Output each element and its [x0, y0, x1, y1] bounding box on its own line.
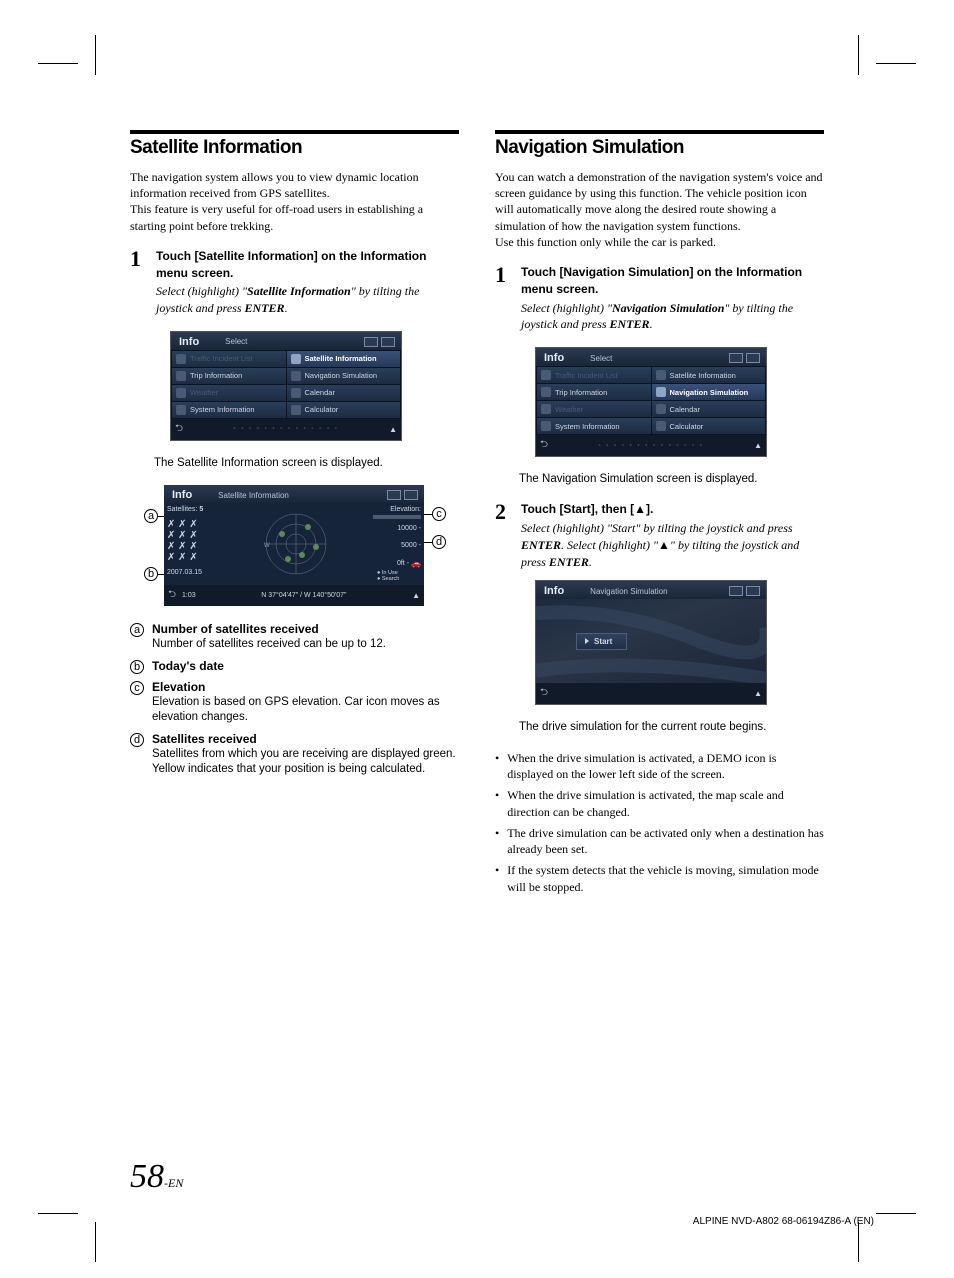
- svg-text:W: W: [264, 543, 270, 549]
- menu-item: Traffic Incident List: [172, 351, 286, 367]
- bullet-item: The drive simulation can be activated on…: [495, 825, 824, 859]
- intro-text: The navigation system allows you to view…: [130, 169, 459, 234]
- step-instruction: Select (highlight) "Satellite Informatio…: [156, 283, 459, 317]
- section-rule: [495, 130, 824, 134]
- left-column: Satellite Information The navigation sys…: [130, 130, 459, 900]
- menu-item: Satellite Information: [287, 351, 401, 367]
- step-1: 1 Touch [Navigation Simulation] on the I…: [495, 264, 824, 333]
- start-button: Start: [576, 633, 627, 650]
- menu-item: Navigation Simulation: [287, 368, 401, 384]
- step-number: 1: [495, 264, 521, 333]
- menu-item: Calendar: [652, 401, 766, 417]
- menu-grid: Traffic Incident ListSatellite Informati…: [171, 350, 401, 419]
- back-icon: ⮌: [175, 421, 183, 438]
- page-number: 58-EN: [130, 1158, 183, 1196]
- step-1: 1 Touch [Satellite Information] on the I…: [130, 248, 459, 317]
- menu-item: Trip Information: [537, 384, 651, 400]
- header-icons: [364, 337, 395, 347]
- step-number: 1: [130, 248, 156, 317]
- bullet-item: When the drive simulation is activated, …: [495, 787, 824, 821]
- step-2: 2 Touch [Start], then [▲]. Select (highl…: [495, 501, 824, 570]
- menu-item: Trip Information: [172, 368, 286, 384]
- menu-item: Satellite Information: [652, 367, 766, 383]
- menu-item: Weather: [537, 401, 651, 417]
- caption-sat-displayed: The Satellite Information screen is disp…: [154, 455, 459, 471]
- menu-item: Weather: [172, 385, 286, 401]
- callout-d: d: [432, 535, 446, 549]
- bullet-item: If the system detects that the vehicle i…: [495, 862, 824, 896]
- intro-text: You can watch a demonstration of the nav…: [495, 169, 824, 250]
- callout-a: a: [144, 509, 158, 523]
- navsim-screenshot: Info Navigation Simulation Start ⮌ ▲: [535, 580, 767, 705]
- legend-item: dSatellites receivedSatellites from whic…: [130, 732, 459, 778]
- bullet-item: When the drive simulation is activated, …: [495, 750, 824, 784]
- satellite-info-screenshot: Info Satellite Information Satellites: 5…: [164, 485, 424, 606]
- menu-item: System Information: [537, 418, 651, 434]
- legend-item: cElevationElevation is based on GPS elev…: [130, 680, 459, 726]
- up-arrow-icon: ▲: [389, 425, 397, 434]
- section-title-navsim: Navigation Simulation: [495, 137, 824, 159]
- screen-title: Info: [179, 336, 199, 348]
- menu-item: Calculator: [287, 402, 401, 418]
- menu-item: Calculator: [652, 418, 766, 434]
- info-menu-screenshot-1: Info Select Traffic Incident ListSatelli…: [170, 331, 402, 441]
- info-menu-screenshot-2: Info Select Traffic Incident ListSatelli…: [535, 347, 767, 457]
- legend-item: bToday's date: [130, 659, 459, 674]
- document-id: ALPINE NVD-A802 68-06194Z86-A (EN): [693, 1216, 874, 1227]
- menu-item: Calendar: [287, 385, 401, 401]
- callout-b: b: [144, 567, 158, 581]
- section-title-satellite: Satellite Information: [130, 137, 459, 159]
- menu-item: System Information: [172, 402, 286, 418]
- bullet-list: When the drive simulation is activated, …: [495, 750, 824, 896]
- caption-navsim-displayed: The Navigation Simulation screen is disp…: [519, 471, 824, 487]
- menu-item: Traffic Incident List: [537, 367, 651, 383]
- callout-c: c: [432, 507, 446, 521]
- menu-item: Navigation Simulation: [652, 384, 766, 400]
- satellite-radar: W: [258, 509, 334, 579]
- section-rule: [130, 130, 459, 134]
- page-content: Satellite Information The navigation sys…: [130, 130, 824, 900]
- step-number: 2: [495, 501, 521, 570]
- legend: aNumber of satellites receivedNumber of …: [130, 622, 459, 778]
- screen-select-label: Select: [225, 337, 247, 346]
- step-heading: Touch [Satellite Information] on the Inf…: [156, 248, 459, 282]
- caption-sim-begins: The drive simulation for the current rou…: [519, 719, 824, 735]
- legend-item: aNumber of satellites receivedNumber of …: [130, 622, 459, 653]
- right-column: Navigation Simulation You can watch a de…: [495, 130, 824, 900]
